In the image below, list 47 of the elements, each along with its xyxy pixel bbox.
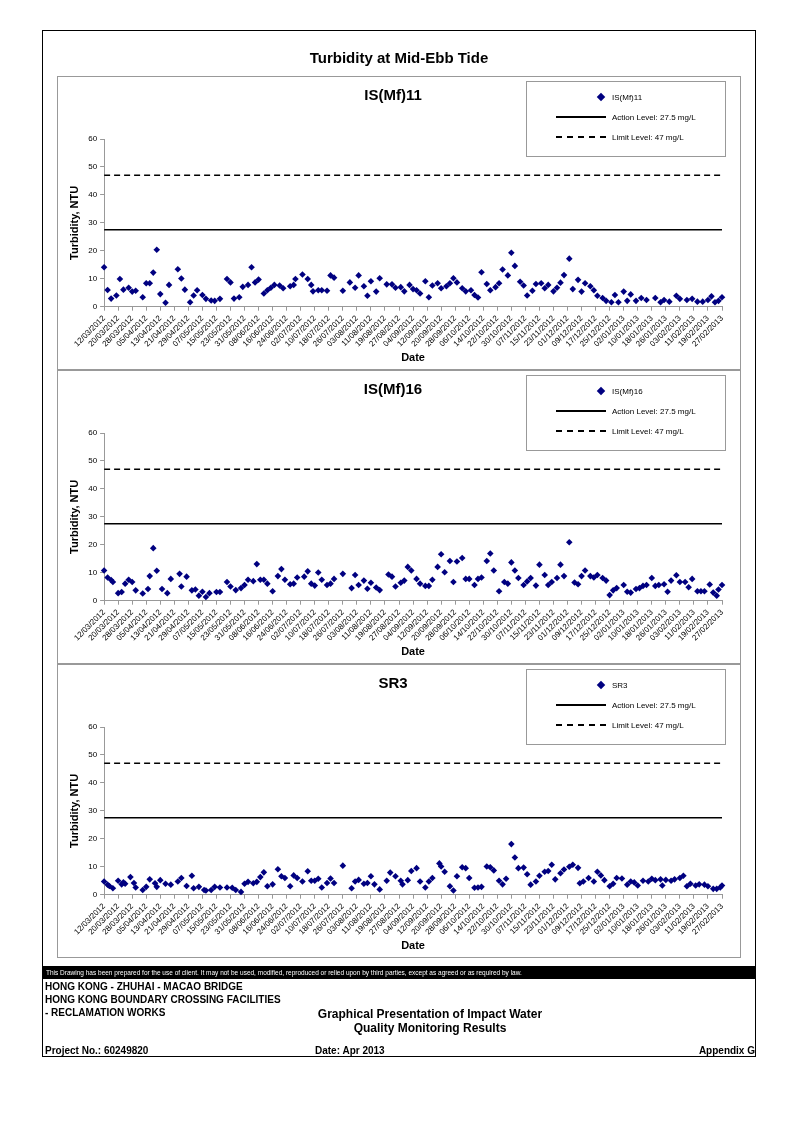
text: Date: Apr 2013 xyxy=(314,1044,386,1056)
y-tick-label: 0 xyxy=(92,595,98,605)
text: Project No.: 60249820 xyxy=(44,1044,150,1056)
legend-label: IS(Mf)11 xyxy=(612,92,643,102)
x-axis-title: Date xyxy=(401,645,425,658)
y-tick-label: 0 xyxy=(92,889,98,899)
y-axis-title: Turbidity, NTU xyxy=(67,185,80,260)
ref-line-label: Action Level: 27.5 mg/L xyxy=(612,700,696,710)
text: Graphical Presentation of Impact Water Quality Monitoring Results xyxy=(316,1007,544,1035)
y-tick-label: 10 xyxy=(88,567,98,577)
y-tick-label: 50 xyxy=(88,162,98,172)
chart-title: SR3 xyxy=(378,674,408,692)
y-tick-label: 60 xyxy=(88,428,98,438)
x-axis-title: Date xyxy=(401,351,425,364)
y-tick-label: 50 xyxy=(88,456,98,466)
y-axis-title: Turbidity, NTU xyxy=(67,479,80,554)
ref-line-label: Action Level: 27.5 mg/L xyxy=(612,406,696,416)
text: HONG KONG BOUNDARY CROSSING FACILITIES xyxy=(44,994,282,1005)
y-tick-label: 30 xyxy=(88,218,98,228)
ref-line-label: Limit Level: 47 mg/L xyxy=(612,720,684,730)
chart-title: IS(Mf)11 xyxy=(364,86,422,104)
y-tick-label: 60 xyxy=(88,722,98,732)
text: Appendix G xyxy=(697,1044,755,1056)
y-tick-label: 20 xyxy=(88,246,98,255)
y-tick-label: 30 xyxy=(88,512,98,522)
ref-line-label: Limit Level: 47 mg/L xyxy=(612,132,684,142)
y-tick-label: 20 xyxy=(88,540,98,549)
y-tick-label: 50 xyxy=(88,750,98,760)
y-tick-label: 40 xyxy=(88,190,98,200)
text: - RECLAMATION WORKS xyxy=(44,1007,167,1018)
y-tick-label: 40 xyxy=(88,484,98,494)
text: HONG KONG - ZHUHAI - MACAO BRIDGE xyxy=(44,981,244,992)
y-tick-label: 10 xyxy=(88,861,98,871)
text: Turbidity at Mid-Ebb Tide xyxy=(308,48,490,68)
legend-label: SR3 xyxy=(612,680,628,690)
y-axis-title: Turbidity, NTU xyxy=(67,773,80,848)
chart-title: IS(Mf)16 xyxy=(363,380,423,398)
y-tick-label: 0 xyxy=(92,301,98,311)
y-tick-label: 60 xyxy=(88,134,98,144)
ref-line-label: Limit Level: 47 mg/L xyxy=(612,426,684,436)
ref-line-label: Action Level: 27.5 mg/L xyxy=(612,112,696,122)
legend-label: IS(Mf)16 xyxy=(612,386,643,396)
y-tick-label: 30 xyxy=(88,806,98,816)
x-axis-title: Date xyxy=(401,939,425,952)
y-tick-label: 40 xyxy=(88,778,98,788)
y-tick-label: 10 xyxy=(88,273,98,283)
y-tick-label: 20 xyxy=(88,834,98,843)
